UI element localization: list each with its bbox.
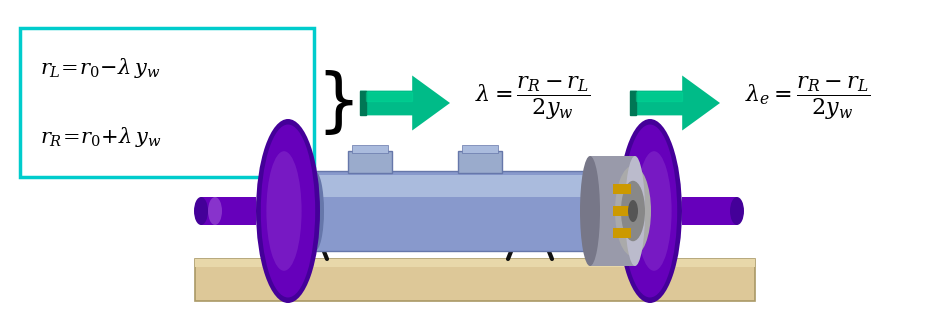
Ellipse shape [581, 171, 599, 251]
Bar [590, 156, 635, 266]
Bar [630, 91, 636, 115]
Polygon shape [360, 76, 450, 130]
Bar [195, 259, 755, 301]
Ellipse shape [637, 151, 672, 271]
Bar [315, 171, 590, 251]
Bar [291, 200, 319, 210]
Text: $\lambda_e = \dfrac{r_R - r_L}{2y_w}$: $\lambda_e = \dfrac{r_R - r_L}{2y_w}$ [745, 74, 870, 122]
Bar [201, 197, 256, 225]
Ellipse shape [730, 197, 744, 225]
Bar [613, 206, 631, 216]
Ellipse shape [625, 156, 645, 266]
Ellipse shape [580, 156, 600, 266]
Bar [360, 91, 366, 115]
Ellipse shape [256, 119, 320, 303]
FancyBboxPatch shape [20, 28, 314, 177]
Ellipse shape [261, 125, 315, 297]
Bar [366, 92, 412, 100]
Ellipse shape [194, 197, 208, 225]
Bar [458, 151, 502, 173]
Ellipse shape [306, 171, 324, 251]
Text: $\}$: $\}$ [316, 68, 353, 137]
Bar [516, 200, 544, 210]
Ellipse shape [618, 119, 682, 303]
Text: $\lambda = \dfrac{r_R - r_L}{2y_w}$: $\lambda = \dfrac{r_R - r_L}{2y_w}$ [475, 74, 590, 122]
Ellipse shape [208, 197, 222, 225]
Bar [348, 151, 392, 173]
Bar [682, 197, 737, 225]
Text: $r_R\!=\!r_0\!+\!\lambda\, y_w$: $r_R\!=\!r_0\!+\!\lambda\, y_w$ [40, 125, 161, 149]
Ellipse shape [621, 181, 645, 241]
Text: $r_L\!=\!r_0\!-\!\lambda\, y_w$: $r_L\!=\!r_0\!-\!\lambda\, y_w$ [40, 56, 160, 80]
Bar [613, 228, 631, 238]
Bar [352, 145, 388, 153]
Bar [636, 92, 682, 100]
Ellipse shape [615, 166, 651, 256]
Bar [462, 145, 498, 153]
Bar [613, 184, 631, 194]
Ellipse shape [628, 200, 638, 222]
Ellipse shape [267, 151, 302, 271]
Polygon shape [630, 76, 720, 130]
Bar [315, 175, 590, 197]
Ellipse shape [623, 125, 678, 297]
Bar [195, 259, 755, 267]
